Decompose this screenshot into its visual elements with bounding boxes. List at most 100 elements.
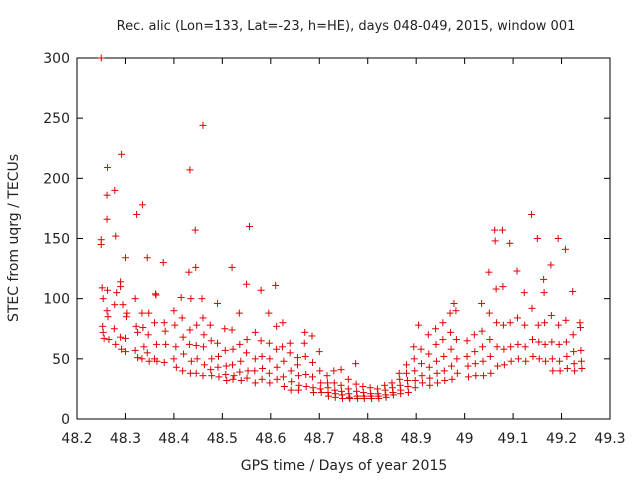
data-point [491,237,499,245]
data-point [528,304,536,312]
data-point [576,324,584,332]
data-point [273,363,281,371]
data-point [439,336,447,344]
data-point [302,383,310,391]
data-point [528,336,536,344]
data-point [432,325,440,333]
data-point [434,379,442,387]
data-point [208,372,216,380]
data-point [259,364,267,372]
data-point [452,336,460,344]
data-point [159,259,167,267]
data-point [280,383,288,391]
data-point [540,275,548,283]
data-point [498,226,506,234]
data-point [411,384,419,392]
data-point [186,166,194,174]
data-point [533,235,541,242]
data-point [280,357,288,365]
data-point [294,372,302,380]
x-tick-label: 49 [456,431,474,447]
data-point [570,360,578,368]
data-point [315,348,323,356]
data-point [119,301,127,309]
data-point [337,366,345,374]
data-point [187,295,195,303]
data-point [177,293,185,301]
data-point [243,349,251,357]
data-point [491,226,499,234]
data-point [200,331,208,339]
data-point [359,383,367,391]
data-point [486,352,494,360]
data-point [441,376,449,384]
data-point [170,307,178,315]
data-point [453,355,461,363]
data-point [448,375,456,383]
data-point [402,369,410,377]
data-point [534,321,542,329]
data-point [535,355,543,363]
data-point [222,362,230,370]
data-point [144,331,152,339]
data-point [548,355,556,363]
data-point [105,336,113,344]
data-point [117,283,125,291]
y-tick-labels: 0 50 100 150 200 250 300 [43,51,70,428]
data-point [134,328,142,336]
data-point [433,357,441,365]
data-point [214,299,222,307]
data-point [514,355,522,363]
data-point [133,210,141,218]
data-point [208,355,216,363]
data-point [162,340,170,348]
data-point [160,358,168,366]
data-point [555,340,563,348]
data-point [346,395,354,403]
data-point [563,352,571,360]
data-point [185,340,193,348]
data-point [452,307,460,315]
data-point [344,375,352,383]
data-point [221,346,229,354]
data-point [507,357,515,365]
data-point [100,334,108,342]
data-point [418,372,426,380]
data-point [121,334,129,342]
data-point [446,309,454,317]
data-point [170,355,178,363]
data-point [118,150,126,158]
chart-title: Rec. alic (Lon=133, Lat=-23, h=HE), days… [117,19,576,34]
data-point [309,389,317,397]
data-point [521,321,529,329]
data-point [506,319,514,327]
data-point [258,352,266,360]
x-tick-label: 48.6 [255,431,286,447]
data-point [99,328,107,336]
data-point [160,319,168,327]
data-point [172,363,180,371]
data-point [549,367,557,375]
data-point [132,322,140,330]
data-point [193,321,201,329]
data-point [521,343,529,351]
data-point [251,379,259,387]
data-point [272,281,280,289]
data-point [121,348,129,356]
data-point [453,369,461,377]
data-point [178,314,186,322]
data-point [153,357,161,365]
data-point [308,332,316,340]
data-point [229,375,237,383]
data-point [243,336,251,344]
data-point [99,322,107,330]
x-tick-label: 49.3 [594,431,625,447]
data-point [500,345,508,353]
data-point [279,373,287,381]
data-point [569,331,577,339]
axis-ticks [76,57,611,420]
data-point [463,352,471,360]
data-point [323,372,331,380]
data-point [450,299,458,307]
data-point [266,355,274,363]
